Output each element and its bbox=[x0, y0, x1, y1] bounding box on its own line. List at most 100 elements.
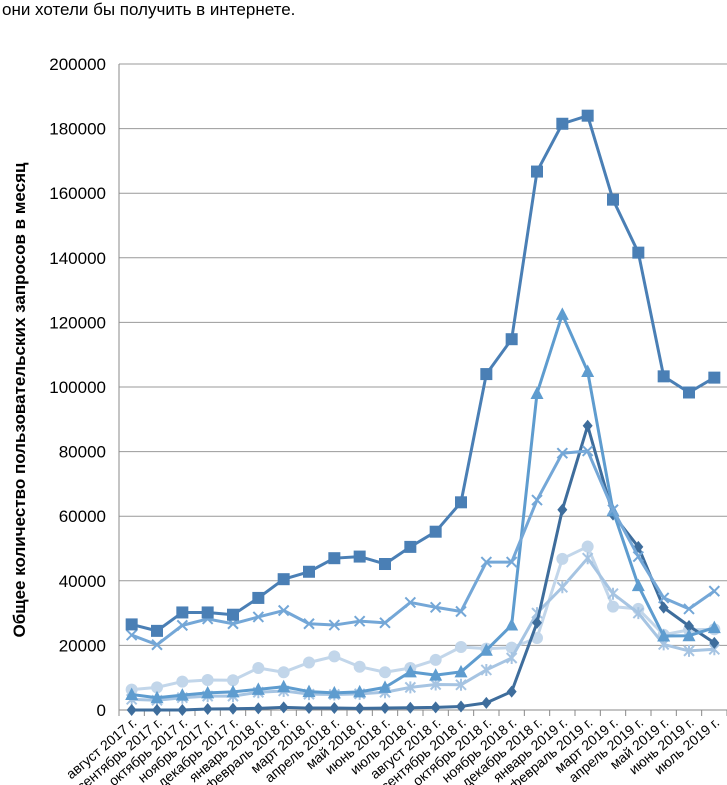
data-point bbox=[455, 605, 467, 618]
data-point bbox=[582, 419, 593, 432]
data-point bbox=[709, 636, 720, 649]
data-point bbox=[481, 696, 492, 709]
data-point bbox=[327, 685, 341, 699]
data-point bbox=[555, 307, 569, 320]
data-point bbox=[378, 680, 392, 693]
data-point bbox=[480, 556, 493, 568]
data-point bbox=[150, 690, 164, 704]
data-point bbox=[277, 666, 290, 679]
data-point bbox=[329, 702, 340, 715]
data-point bbox=[429, 668, 443, 681]
data-point bbox=[277, 604, 290, 617]
data-point bbox=[201, 606, 214, 619]
data-point bbox=[227, 608, 239, 621]
data-point bbox=[353, 684, 367, 698]
series-x bbox=[125, 445, 721, 651]
data-point bbox=[252, 591, 265, 604]
data-point bbox=[177, 704, 188, 716]
data-point bbox=[557, 503, 568, 516]
data-point bbox=[455, 678, 467, 691]
data-point bbox=[479, 643, 493, 656]
data-point bbox=[125, 629, 138, 641]
data-point bbox=[379, 666, 391, 679]
series-star bbox=[125, 552, 721, 707]
data-point bbox=[530, 386, 544, 399]
data-point bbox=[304, 702, 314, 715]
y-tick-label: 180000 bbox=[49, 120, 106, 139]
data-point bbox=[506, 685, 517, 698]
data-point bbox=[404, 540, 417, 553]
data-point bbox=[684, 620, 694, 633]
x-tick-labels: август 2017 г.сентябрь 2017 г.октябрь 20… bbox=[63, 714, 722, 785]
data-point bbox=[303, 618, 315, 630]
data-point bbox=[253, 702, 264, 715]
data-point bbox=[151, 639, 163, 651]
data-point bbox=[682, 628, 696, 642]
data-point bbox=[480, 663, 493, 676]
data-point bbox=[581, 540, 594, 553]
data-point bbox=[480, 368, 493, 381]
data-point bbox=[607, 587, 619, 600]
data-point bbox=[252, 662, 265, 675]
y-tick-label: 140000 bbox=[49, 249, 106, 268]
data-point bbox=[176, 619, 189, 632]
data-point bbox=[455, 641, 467, 654]
gridlines bbox=[118, 63, 727, 716]
data-point bbox=[707, 620, 721, 634]
data-point bbox=[708, 585, 721, 597]
data-point bbox=[303, 565, 315, 578]
data-point bbox=[631, 578, 645, 592]
data-point bbox=[404, 681, 417, 694]
data-point bbox=[175, 688, 189, 701]
y-tick-labels: 0 20000 40000 60000 80000 100000 120000 140000 1… bbox=[49, 55, 106, 720]
data-point bbox=[151, 624, 163, 637]
data-point bbox=[429, 525, 442, 538]
data-point bbox=[505, 651, 518, 664]
data-point bbox=[430, 701, 441, 714]
data-point bbox=[201, 685, 215, 699]
data-point bbox=[657, 629, 671, 642]
data-point bbox=[632, 607, 645, 620]
data-point bbox=[228, 702, 238, 715]
y-tick-label: 160000 bbox=[49, 184, 106, 203]
series-line bbox=[131, 545, 715, 692]
data-point bbox=[227, 674, 239, 687]
data-point bbox=[379, 558, 391, 571]
data-point bbox=[328, 552, 341, 565]
data-point bbox=[581, 552, 594, 565]
data-point bbox=[581, 109, 594, 122]
data-point bbox=[607, 600, 619, 613]
data-point bbox=[303, 656, 315, 669]
series-triangle bbox=[125, 307, 721, 704]
y-tick-label: 0 bbox=[97, 701, 106, 720]
data-point bbox=[302, 684, 316, 698]
data-point bbox=[125, 687, 139, 700]
data-point bbox=[632, 550, 645, 563]
data-point bbox=[252, 611, 265, 623]
y-tick-label: 60000 bbox=[59, 507, 106, 526]
data-point bbox=[176, 675, 189, 688]
y-tick-label: 40000 bbox=[59, 572, 106, 591]
data-point bbox=[455, 496, 467, 509]
data-point bbox=[456, 700, 466, 713]
data-point bbox=[683, 644, 695, 657]
data-point bbox=[176, 606, 189, 619]
data-point bbox=[404, 596, 417, 609]
data-point bbox=[683, 386, 695, 399]
data-point bbox=[328, 650, 341, 663]
data-point bbox=[151, 681, 163, 694]
intro-text: они хотели бы получить в интернете. bbox=[2, 0, 296, 19]
y-tick-label: 200000 bbox=[49, 55, 106, 74]
y-tick-label: 20000 bbox=[59, 636, 106, 655]
data-point bbox=[226, 684, 240, 698]
data-point bbox=[505, 618, 519, 631]
data-point bbox=[328, 619, 341, 631]
data-point bbox=[581, 445, 594, 457]
data-point bbox=[556, 447, 569, 459]
data-point bbox=[251, 682, 265, 695]
data-point bbox=[405, 701, 416, 714]
series-line bbox=[131, 449, 716, 647]
data-point bbox=[429, 601, 442, 613]
series-group bbox=[125, 109, 721, 716]
